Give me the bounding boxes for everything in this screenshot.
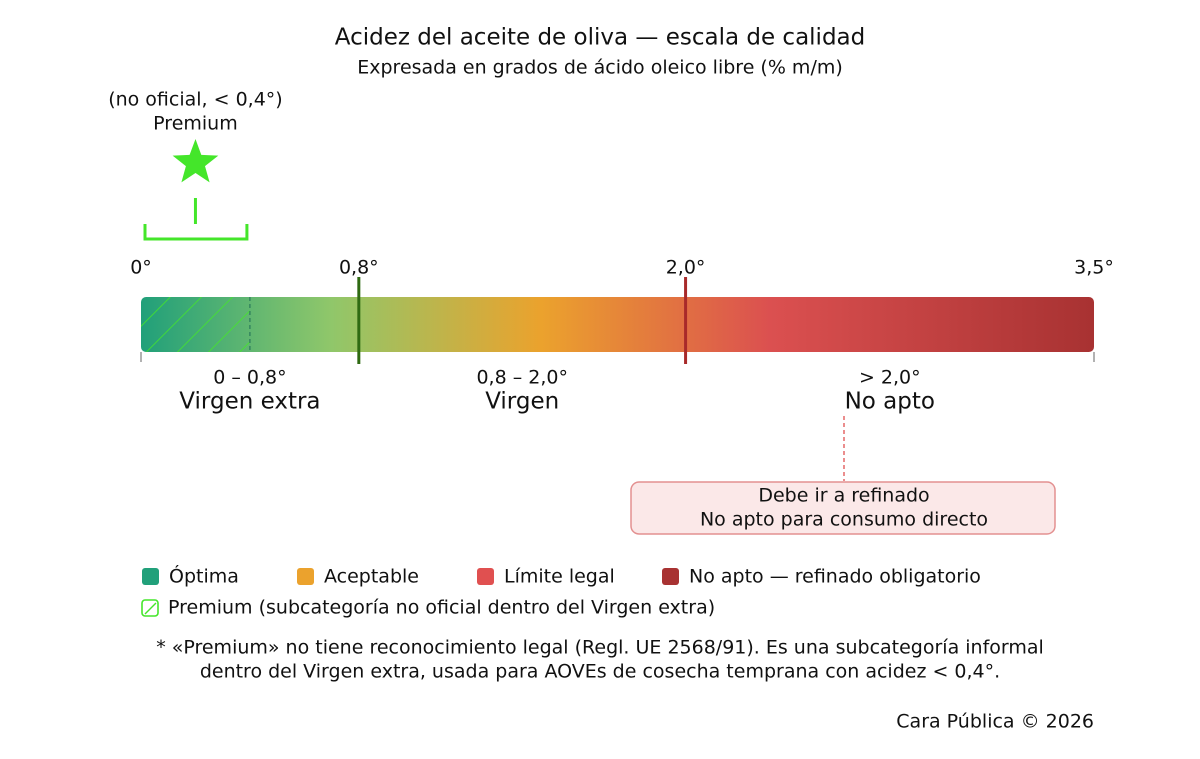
callout-text: No apto para consumo directo [700, 509, 988, 531]
premium-note: (no oficial, < 0,4°) [108, 89, 283, 111]
legend-label: No apto — refinado obligatorio [689, 566, 981, 588]
premium-hatch [141, 297, 250, 352]
zone-name: Virgen extra [179, 389, 320, 415]
zone-range: > 2,0° [859, 367, 921, 389]
title: Acidez del aceite de oliva — escala de c… [335, 25, 866, 51]
tick-label: 2,0° [666, 257, 706, 279]
footnote: dentro del Virgen extra, usada para AOVE… [200, 661, 1000, 683]
premium-name: Premium [153, 113, 238, 135]
callout-box [630, 481, 1056, 535]
legend-label: Óptima [169, 564, 239, 588]
legend-swatch [142, 568, 159, 585]
tick-label: 0° [130, 257, 152, 279]
legend-swatch [477, 568, 494, 585]
premium-bracket [143, 224, 249, 241]
zone-name: No apto [845, 389, 935, 415]
legend-label: Premium (subcategoría no oficial dentro … [168, 597, 715, 619]
scale-bar [141, 297, 1094, 352]
legend-label: Aceptable [324, 566, 419, 588]
zone-range: 0,8 – 2,0° [476, 367, 568, 389]
zone-name: Virgen [485, 389, 559, 415]
tick-label: 3,5° [1074, 257, 1114, 279]
tick-label: 0,8° [339, 257, 379, 279]
callout-text: Debe ir a refinado [758, 485, 929, 507]
zone-range: 0 – 0,8° [213, 367, 286, 389]
legend-label: Límite legal [504, 566, 615, 588]
premium-star [172, 139, 219, 183]
legend-swatch [662, 568, 679, 585]
subtitle: Expresada en grados de ácido oleico libr… [357, 57, 843, 79]
legend-swatch [297, 568, 314, 585]
legend-hatch [144, 602, 157, 615]
credit: Cara Pública © 2026 [896, 711, 1094, 733]
legend-swatch [141, 599, 159, 617]
footnote: * «Premium» no tiene reconocimiento lega… [156, 637, 1044, 659]
